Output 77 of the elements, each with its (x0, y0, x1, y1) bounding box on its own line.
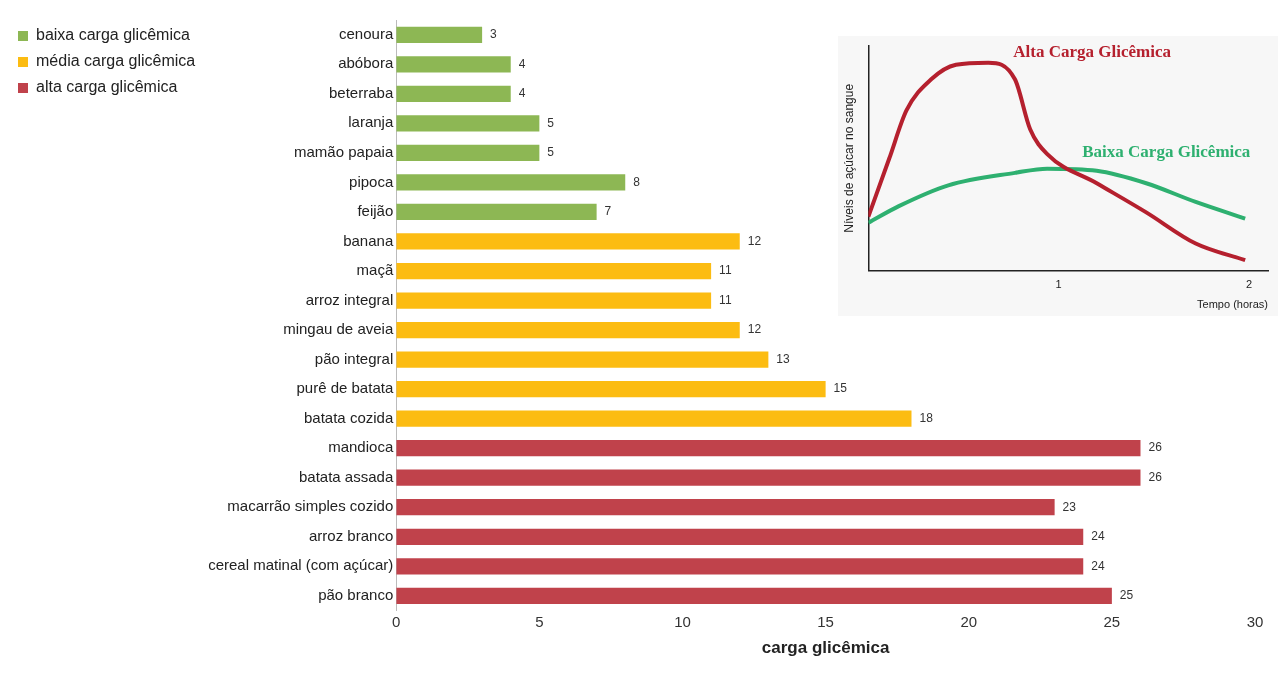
data-label: 26 (1148, 470, 1163, 485)
legend-label: baixa carga glicêmica (36, 26, 190, 44)
bar (396, 528, 1084, 545)
y-axis-title: Níveis de açúcar no sangue (841, 83, 856, 233)
x-tick-label: 2 (1245, 278, 1253, 291)
x-axis-title: carga glicêmica (761, 638, 890, 658)
data-label: 18 (919, 410, 934, 425)
x-tick-label: 25 (1103, 612, 1121, 630)
y-tick-label: macarrão simples cozido (227, 497, 394, 515)
series-label: Alta Carga Glicêmica (1013, 41, 1172, 61)
data-label: 25 (1119, 588, 1134, 603)
y-tick-label: pipoca (349, 172, 394, 190)
x-tick-label: 5 (535, 612, 544, 630)
bar (396, 469, 1141, 486)
data-label: 26 (1148, 440, 1163, 455)
y-tick-label: banana (343, 231, 394, 249)
data-label: 24 (1091, 529, 1105, 544)
y-tick-label: abóbora (338, 54, 394, 72)
legend-label: alta carga glicêmica (36, 78, 178, 96)
data-label: 11 (719, 263, 732, 278)
bar (396, 321, 740, 339)
bar (396, 381, 826, 398)
data-label: 15 (833, 381, 848, 396)
bar (396, 410, 912, 427)
data-label: 4 (518, 86, 526, 101)
series-label: Baixa Carga Glicêmica (1082, 141, 1251, 161)
x-tick-label: 15 (817, 612, 834, 630)
bar (396, 233, 740, 250)
bar (396, 499, 1055, 516)
data-label: 3 (490, 27, 498, 42)
y-tick-label: beterraba (329, 83, 394, 101)
bar (396, 115, 540, 132)
y-tick-label: cereal matinal (com açúcar) (208, 556, 394, 574)
y-tick-label: mingau de aveia (283, 320, 394, 338)
bar (396, 174, 626, 191)
y-tick-label: batata assada (298, 467, 394, 485)
y-tick-label: arroz branco (309, 526, 394, 544)
data-label: 5 (547, 145, 555, 160)
bar (396, 262, 712, 280)
bar (396, 26, 483, 43)
bar (396, 144, 540, 162)
data-label: 24 (1091, 558, 1105, 573)
data-label: 8 (633, 174, 641, 189)
y-tick-label: pão branco (318, 585, 394, 603)
bar (396, 351, 769, 368)
y-tick-label: arroz integral (305, 290, 394, 308)
bar (396, 56, 511, 73)
y-tick-label: batata cozida (304, 408, 394, 426)
y-tick-label: laranja (348, 113, 394, 131)
bar (396, 440, 1141, 457)
x-tick-label: 10 (674, 612, 691, 630)
data-label: 12 (747, 233, 762, 248)
data-label: 11 (719, 292, 732, 307)
x-tick-label: 30 (1246, 612, 1264, 630)
x-tick-label: 0 (392, 612, 401, 630)
y-tick-label: maçã (356, 261, 394, 279)
legend-label: média carga glicêmica (36, 52, 196, 70)
bar (396, 558, 1084, 575)
y-tick-label: pão integral (314, 349, 394, 367)
y-tick-label: mandioca (328, 438, 394, 456)
y-tick-label: mamão papaia (294, 143, 394, 161)
data-label: 5 (547, 115, 555, 130)
y-tick-label: purê de batata (296, 379, 394, 397)
data-label: 12 (747, 322, 762, 337)
x-axis-title: Tempo (horas) (1197, 298, 1268, 311)
bar (396, 587, 1112, 604)
x-tick-label: 1 (1055, 278, 1062, 291)
bar (396, 292, 712, 309)
y-tick-label: cenoura (339, 24, 394, 42)
bar (396, 85, 511, 102)
data-label: 4 (518, 56, 526, 71)
data-label: 7 (604, 204, 612, 219)
y-tick-label: feijão (357, 202, 394, 220)
x-tick-label: 20 (960, 612, 978, 630)
bar (396, 203, 597, 221)
data-label: 23 (1062, 499, 1077, 514)
data-label: 13 (776, 351, 791, 366)
